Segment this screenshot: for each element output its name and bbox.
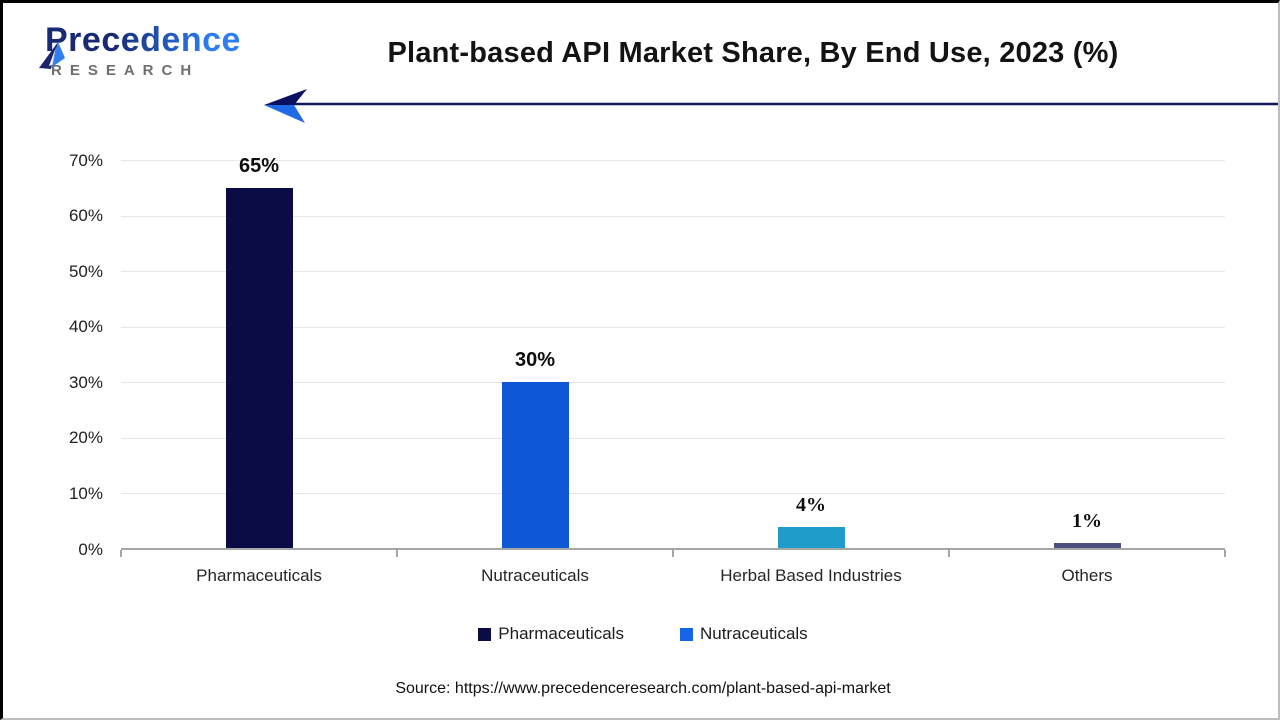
legend-item-pharmaceuticals: Pharmaceuticals xyxy=(478,624,624,644)
x-axis-tick xyxy=(1224,550,1226,557)
legend-item-nutraceuticals: Nutraceuticals xyxy=(679,624,808,644)
gridline xyxy=(121,382,1225,384)
x-axis-category-label: Herbal Based Industries xyxy=(720,566,902,585)
logo-subtitle-text: RESEARCH xyxy=(51,62,200,79)
value-label: 30% xyxy=(514,349,556,372)
x-axis-category-label: Others xyxy=(1061,566,1113,585)
legend-label: Nutraceuticals xyxy=(699,624,808,643)
bar-chart-plot-area: 0% 10% 20% 30% 40% 50% 60% 70% 65% Pharmaceutical… xyxy=(3,3,1278,718)
y-axis-tick-label: 70% xyxy=(68,150,103,170)
gridline xyxy=(121,271,1225,273)
y-axis-tick-label: 40% xyxy=(68,317,103,337)
y-axis-tick-label: 30% xyxy=(68,372,103,392)
x-axis-tick xyxy=(396,550,398,557)
precedence-research-logo: Precedence RESEARCH xyxy=(29,21,241,79)
legend-label: Pharmaceuticals xyxy=(498,624,624,643)
bar-others xyxy=(1053,543,1121,549)
gridline xyxy=(121,437,1225,439)
source-text: Source: https://www.precedenceresearch.c… xyxy=(395,680,891,697)
y-axis-tick-label: 60% xyxy=(68,206,103,226)
bar-herbal-based-industries xyxy=(777,526,845,549)
legend-swatch xyxy=(679,627,693,641)
gridline xyxy=(121,160,1225,161)
y-axis-tick-label: 0% xyxy=(78,539,103,559)
x-axis-tick xyxy=(948,550,950,557)
legend-swatch xyxy=(478,627,492,641)
logo-brand-text: Precedence xyxy=(45,21,241,59)
bar-nutraceuticals xyxy=(501,382,569,549)
bar-pharmaceuticals xyxy=(225,187,293,549)
gridline xyxy=(121,326,1225,328)
y-axis-tick-label: 20% xyxy=(68,428,103,448)
gridline xyxy=(121,215,1225,217)
x-axis-line xyxy=(121,548,1225,550)
value-label: 1% xyxy=(1072,510,1102,533)
x-axis-tick xyxy=(672,550,674,557)
y-axis-tick-label: 50% xyxy=(68,261,103,281)
x-axis-category-label: Nutraceuticals xyxy=(481,566,589,585)
logo-sail-icon xyxy=(39,42,65,69)
y-axis-tick-label: 10% xyxy=(68,483,103,503)
chart-title: Plant-based API Market Share, By End Use… xyxy=(387,37,1119,69)
x-axis-tick xyxy=(120,550,122,557)
value-label: 4% xyxy=(796,493,826,516)
gridline xyxy=(121,493,1225,495)
chart-legend: Pharmaceuticals Nutraceuticals xyxy=(3,624,1278,644)
x-axis-category-label: Pharmaceuticals xyxy=(196,566,322,585)
value-label: 65% xyxy=(238,154,280,177)
